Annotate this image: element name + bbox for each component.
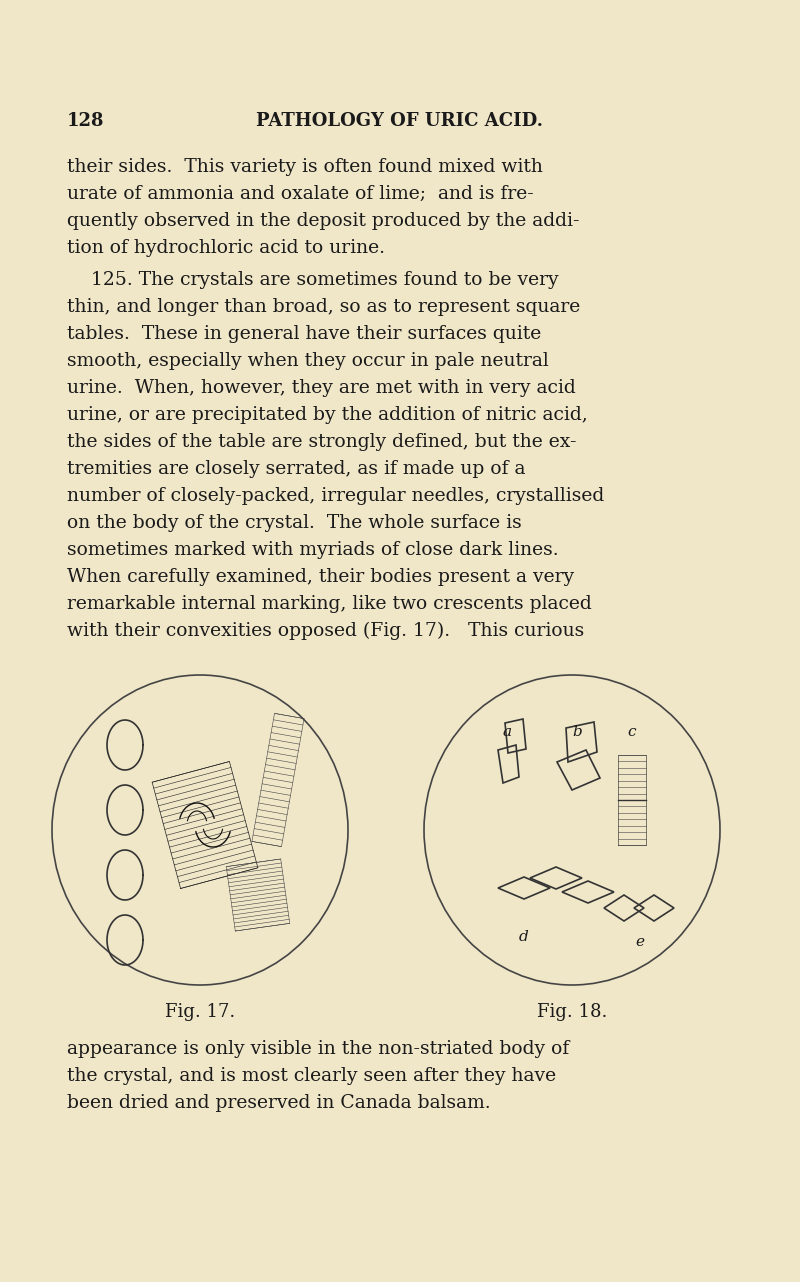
Text: b: b — [572, 726, 582, 738]
Text: tremities are closely serrated, as if made up of a: tremities are closely serrated, as if ma… — [67, 460, 526, 478]
Text: on the body of the crystal.  The whole surface is: on the body of the crystal. The whole su… — [67, 514, 522, 532]
Text: number of closely-packed, irregular needles, crystallised: number of closely-packed, irregular need… — [67, 487, 604, 505]
Text: remarkable internal marking, like two crescents placed: remarkable internal marking, like two cr… — [67, 595, 592, 613]
Text: PATHOLOGY OF URIC ACID.: PATHOLOGY OF URIC ACID. — [257, 112, 543, 129]
Text: been dried and preserved in Canada balsam.: been dried and preserved in Canada balsa… — [67, 1094, 490, 1111]
Text: urine, or are precipitated by the addition of nitric acid,: urine, or are precipitated by the additi… — [67, 406, 588, 424]
Text: Fig. 17.: Fig. 17. — [165, 1003, 235, 1020]
Text: 128: 128 — [67, 112, 105, 129]
Text: c: c — [628, 726, 636, 738]
Text: tion of hydrochloric acid to urine.: tion of hydrochloric acid to urine. — [67, 238, 385, 256]
Text: thin, and longer than broad, so as to represent square: thin, and longer than broad, so as to re… — [67, 297, 580, 315]
Text: appearance is only visible in the non-striated body of: appearance is only visible in the non-st… — [67, 1040, 570, 1058]
Text: the crystal, and is most clearly seen after they have: the crystal, and is most clearly seen af… — [67, 1067, 556, 1085]
Text: sometimes marked with myriads of close dark lines.: sometimes marked with myriads of close d… — [67, 541, 558, 559]
Text: e: e — [635, 935, 645, 949]
Text: Fig. 18.: Fig. 18. — [537, 1003, 607, 1020]
Text: their sides.  This variety is often found mixed with: their sides. This variety is often found… — [67, 158, 543, 176]
Text: d: d — [519, 929, 529, 944]
Text: the sides of the table are strongly defined, but the ex-: the sides of the table are strongly defi… — [67, 433, 577, 451]
Text: a: a — [502, 726, 511, 738]
Text: with their convexities opposed (Fig. 17).   This curious: with their convexities opposed (Fig. 17)… — [67, 622, 584, 640]
Text: quently observed in the deposit produced by the addi-: quently observed in the deposit produced… — [67, 212, 579, 229]
Text: urine.  When, however, they are met with in very acid: urine. When, however, they are met with … — [67, 379, 576, 397]
Text: urate of ammonia and oxalate of lime;  and is fre-: urate of ammonia and oxalate of lime; an… — [67, 185, 534, 203]
Text: 125. The crystals are sometimes found to be very: 125. The crystals are sometimes found to… — [67, 271, 558, 288]
Text: tables.  These in general have their surfaces quite: tables. These in general have their surf… — [67, 326, 542, 344]
Text: When carefully examined, their bodies present a very: When carefully examined, their bodies pr… — [67, 568, 574, 586]
Text: smooth, especially when they occur in pale neutral: smooth, especially when they occur in pa… — [67, 353, 549, 370]
